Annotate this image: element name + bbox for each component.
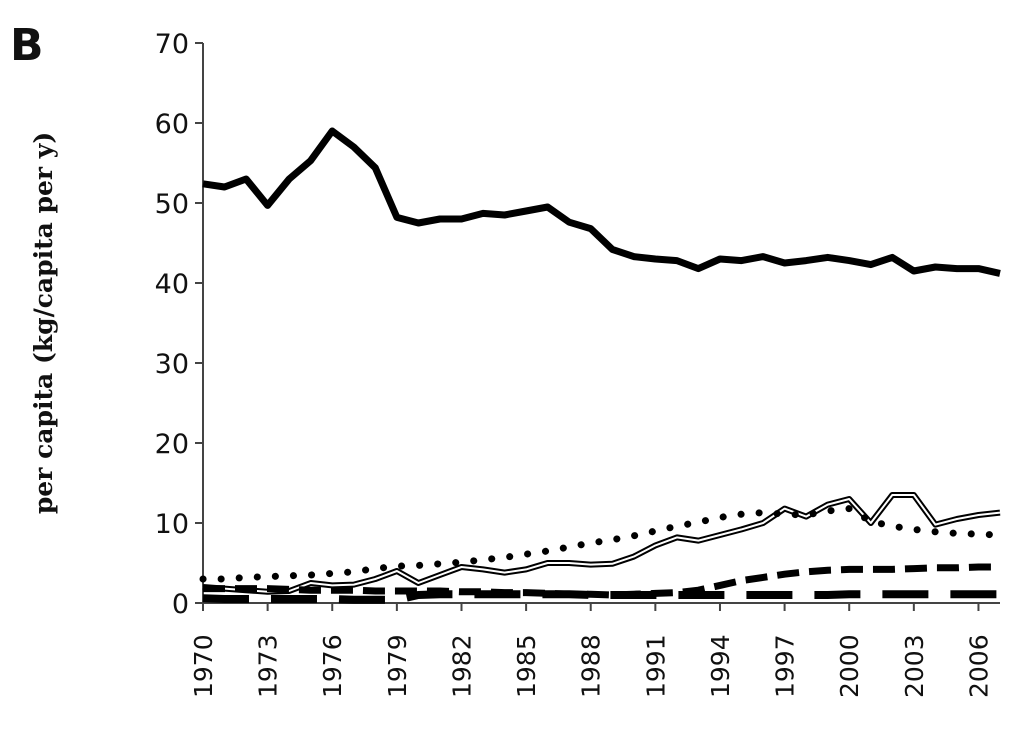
x-tick-label: 1970 [189,634,218,698]
x-tick-label: 1976 [318,634,347,698]
y-tick-labels: 0 10 20 30 40 50 60 70 [155,29,203,620]
y-tick-label: 10 [155,509,189,540]
series-lines [199,127,1004,604]
y-tick-label: 0 [172,589,189,620]
x-tick-label: 2000 [835,634,864,698]
series-line-1 [202,127,1001,277]
x-tick-labels: 1970 1973 1976 1979 1982 1985 1988 1991 1994 1997… [189,603,993,698]
y-tick-label: 50 [155,189,189,220]
y-axis-label: per capita (kg/capita per y) [29,132,58,514]
x-tick-label: 1979 [383,634,412,698]
x-tick-label: 1994 [706,634,735,698]
y-tick-label: 20 [155,429,189,460]
x-tick-label: 1973 [254,634,283,698]
axes [202,43,1000,604]
x-tick-label: 1982 [447,634,476,698]
series-line-4 [203,563,1000,599]
y-tick-label: 70 [155,29,189,60]
y-tick-label: 40 [155,269,189,300]
x-tick-label: 1991 [641,634,670,698]
x-tick-label: 1997 [771,634,800,698]
y-tick-label: 30 [155,349,189,380]
y-tick-label: 60 [155,109,189,140]
series-line-3 [199,504,1004,583]
x-tick-label: 1988 [577,634,606,698]
panel-label: B [10,20,44,71]
x-tick-label: 1985 [512,634,541,698]
x-tick-label: 2003 [900,634,929,698]
x-tick-label: 2006 [964,634,993,698]
